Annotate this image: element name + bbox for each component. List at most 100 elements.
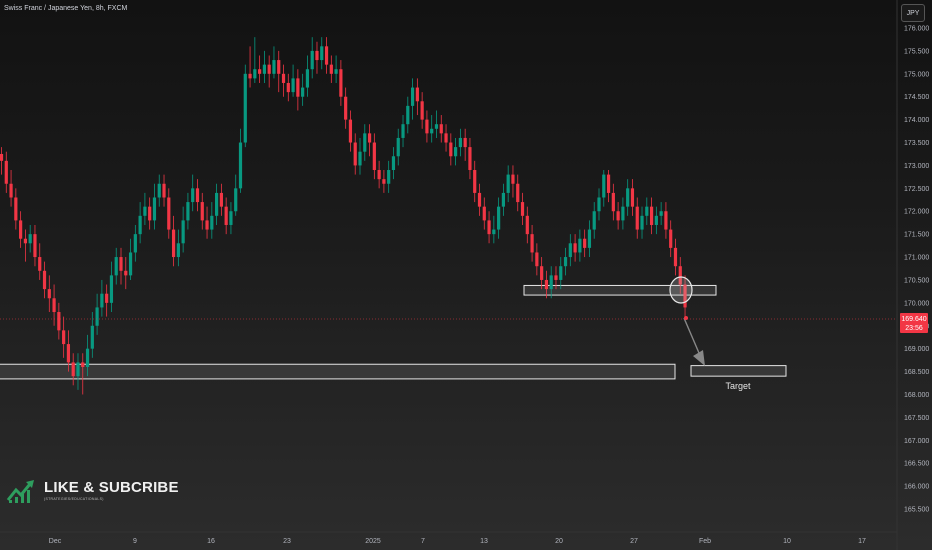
candle-body xyxy=(62,330,66,345)
price-tick-label: 172.500 xyxy=(904,186,929,193)
candle-body xyxy=(540,266,544,280)
candle-body xyxy=(66,344,71,363)
candle-body xyxy=(415,87,419,102)
candle-body xyxy=(4,160,8,184)
candle-body xyxy=(358,151,362,166)
candle-body xyxy=(525,215,529,235)
candle-body xyxy=(143,206,147,216)
price-tick-label: 168.500 xyxy=(904,369,929,376)
candle-body xyxy=(640,215,644,230)
candle-body xyxy=(463,137,467,148)
target-zone xyxy=(690,365,787,377)
time-tick-label: 20 xyxy=(555,538,563,545)
candle-body xyxy=(430,128,434,134)
candle-body xyxy=(272,60,276,74)
candle-body xyxy=(119,257,123,271)
price-tick-label: 167.500 xyxy=(904,415,929,422)
candle-body xyxy=(458,137,462,148)
price-tick-label: 173.000 xyxy=(904,163,929,170)
last-candle-dot xyxy=(684,316,688,320)
price-tick-label: 167.000 xyxy=(904,438,929,445)
candle-body xyxy=(616,211,620,221)
time-tick-label: 17 xyxy=(858,538,866,545)
candle-body xyxy=(449,142,453,157)
time-tick-label: Dec xyxy=(49,538,62,545)
candle-body xyxy=(583,238,587,248)
candle-body xyxy=(128,252,133,276)
candle-body xyxy=(90,325,94,349)
price-tick-label: 171.500 xyxy=(904,232,929,239)
time-tick-label: 16 xyxy=(207,538,215,545)
candle-body xyxy=(9,183,13,198)
candle-body xyxy=(492,229,496,235)
time-tick-label: 9 xyxy=(133,538,137,545)
candle-body xyxy=(281,73,286,83)
price-tick-label: 170.500 xyxy=(904,277,929,284)
candle-body xyxy=(573,243,577,253)
candle-body xyxy=(171,229,176,258)
candle-body xyxy=(148,206,152,221)
watermark-sub-text: (STRATEGIES/EDUCATIONALS) xyxy=(44,497,104,501)
candle-body xyxy=(506,174,510,193)
candle-body xyxy=(33,234,37,258)
candle-body xyxy=(186,202,190,221)
candle-body xyxy=(630,188,635,207)
candle-body xyxy=(42,270,47,290)
candle-body xyxy=(468,147,472,171)
candle-body xyxy=(377,170,381,180)
zone-rectangles: Target xyxy=(0,284,787,391)
candle-body xyxy=(138,215,142,235)
candle-body xyxy=(410,87,415,106)
candle-body xyxy=(602,174,606,198)
candle-body xyxy=(305,69,310,88)
candle-body xyxy=(516,183,520,203)
candle-body xyxy=(181,220,185,244)
candle-body xyxy=(267,64,271,74)
candle-body xyxy=(626,188,630,207)
candle-body xyxy=(105,293,109,303)
candle-body xyxy=(286,82,290,93)
candle-body xyxy=(606,174,611,193)
candle-body xyxy=(114,257,118,276)
price-tick-label: 168.000 xyxy=(904,392,929,399)
time-tick-label: 23 xyxy=(283,538,291,545)
candle-body xyxy=(324,46,329,65)
candle-body xyxy=(14,197,18,221)
candle-body xyxy=(678,266,682,285)
candle-body xyxy=(0,153,4,161)
candle-body xyxy=(420,101,424,120)
candle-body xyxy=(597,197,601,212)
candle-body xyxy=(535,252,539,267)
candle-body xyxy=(425,119,429,134)
candle-body xyxy=(664,211,668,230)
candle-body xyxy=(109,275,114,303)
countdown-value: 23:56 xyxy=(905,325,923,332)
candle-body xyxy=(258,69,262,74)
time-tick-label: 7 xyxy=(421,538,425,545)
candle-body xyxy=(52,298,56,313)
candle-body xyxy=(401,124,405,138)
candle-body xyxy=(530,234,534,253)
candle-body xyxy=(253,69,257,79)
candle-body xyxy=(162,183,166,198)
price-tick-label: 174.000 xyxy=(904,117,929,124)
candle-body xyxy=(28,234,32,244)
candle-body xyxy=(334,69,338,74)
candle-body xyxy=(81,362,85,367)
price-tick-label: 175.000 xyxy=(904,71,929,78)
candle-body xyxy=(578,238,582,253)
price-tick-label: 170.000 xyxy=(904,300,929,307)
currency-button[interactable]: JPY xyxy=(901,4,925,22)
candle-body xyxy=(454,147,458,157)
chart-title: Swiss Franc / Japanese Yen, 8h, FXCM xyxy=(4,5,128,12)
candle-body xyxy=(157,183,161,198)
candle-body xyxy=(95,307,99,326)
breakout-zone xyxy=(523,284,717,296)
candle-body xyxy=(76,362,80,377)
candle-body xyxy=(38,257,42,271)
time-axis: Dec 9 16 23 2025 7 13 20 27 Feb 10 17 xyxy=(49,538,866,545)
candle-body xyxy=(296,78,300,97)
price-tick-label: 173.500 xyxy=(904,140,929,147)
candle-body xyxy=(238,142,243,189)
